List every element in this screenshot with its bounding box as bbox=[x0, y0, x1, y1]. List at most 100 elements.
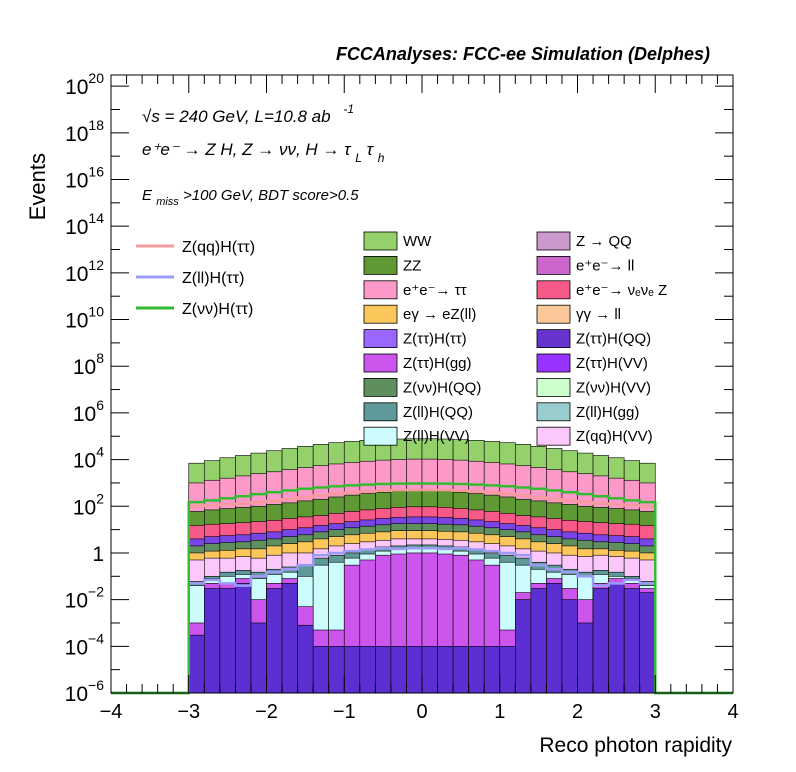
stack-bar bbox=[483, 646, 501, 694]
x-axis-label: Reco photon rapidity bbox=[539, 734, 732, 757]
legend-swatch bbox=[363, 329, 398, 349]
stack-bar bbox=[561, 599, 578, 694]
stack-bar bbox=[235, 583, 252, 694]
y-tick-label: 102 bbox=[73, 490, 104, 519]
legend-swatch bbox=[536, 426, 571, 446]
y-tick-label: 1014 bbox=[65, 210, 104, 239]
stack-bar bbox=[204, 588, 221, 694]
legend-swatch bbox=[363, 280, 398, 300]
y-tick-label: 1018 bbox=[65, 117, 104, 146]
stack-bar bbox=[359, 646, 376, 694]
axis-ticks bbox=[110, 75, 734, 694]
tau-sub-2: h bbox=[378, 151, 385, 165]
legend-label: γγ → ll bbox=[576, 306, 621, 323]
legend-swatch bbox=[363, 426, 398, 446]
stack-bar bbox=[592, 588, 609, 694]
legend-label: e⁺e⁻→ ll bbox=[576, 257, 634, 274]
legend-swatch bbox=[536, 280, 571, 300]
annotation-block: √s = 240 GeV, L=10.8 ab -1 e⁺e⁻ → Z H, Z… bbox=[142, 102, 385, 209]
stack-bar bbox=[219, 588, 236, 694]
annotation-line-1: √s = 240 GeV, L=10.8 ab -1 bbox=[142, 102, 354, 126]
stack-bar bbox=[312, 646, 329, 694]
stack-bar bbox=[577, 622, 594, 694]
legend-label: Z(ττ)H(ττ) bbox=[403, 331, 467, 348]
x-tick-label: 4 bbox=[727, 701, 738, 723]
legend-swatch bbox=[536, 231, 571, 251]
stack-bar bbox=[437, 646, 454, 694]
legend-swatch bbox=[363, 402, 398, 422]
stack-bar bbox=[343, 646, 361, 694]
y-tick-label: 1020 bbox=[65, 70, 104, 99]
tau-2: τ bbox=[367, 140, 375, 159]
stack-bar bbox=[468, 646, 485, 694]
stack-bar bbox=[328, 646, 345, 694]
legend-swatch bbox=[536, 255, 571, 275]
y-tick-label: 1012 bbox=[65, 257, 104, 286]
stack-bar bbox=[390, 646, 407, 694]
legend-label: e⁺e⁻→ ττ bbox=[403, 282, 467, 299]
legend-swatch bbox=[363, 304, 398, 324]
legend-label: e⁺e⁻→ νₑνₑ Z bbox=[576, 282, 667, 299]
legend-label: Z(ll)H(gg) bbox=[576, 404, 639, 421]
legend-label: Z(ll)H(ττ) bbox=[182, 270, 244, 287]
y-tick-label: 10−2 bbox=[65, 584, 105, 613]
signal-line bbox=[111, 482, 733, 695]
x-tick-label: 1 bbox=[494, 701, 505, 723]
legend-signals: Z(qq)H(ττ) Z(ll)H(ττ) Z(νν)H(ττ) bbox=[136, 239, 255, 318]
stack-bar bbox=[188, 634, 205, 694]
signal-lines bbox=[111, 482, 733, 695]
annotation-line-3: E miss >100 GeV, BDT score>0.5 bbox=[142, 187, 359, 209]
legend-label: Z(ττ)H(VV) bbox=[576, 355, 648, 372]
x-tick-label: −4 bbox=[100, 701, 123, 723]
legend-swatch bbox=[363, 255, 398, 275]
legend-label: Z(ll)H(VV) bbox=[403, 428, 470, 445]
legend-swatch bbox=[363, 377, 398, 397]
stack-bar bbox=[266, 588, 283, 694]
legend-label: Z(ll)H(QQ) bbox=[403, 404, 473, 421]
stack-bar bbox=[608, 583, 625, 694]
stack-bar bbox=[623, 588, 641, 694]
stack-bar bbox=[250, 622, 267, 694]
legend-swatch bbox=[536, 329, 571, 349]
x-tick-label: 0 bbox=[416, 701, 427, 723]
y-tick-label: 1010 bbox=[65, 304, 104, 333]
legend-label: Z(νν)H(QQ) bbox=[403, 379, 481, 396]
y-tick-labels: 10−6 10−4 10−2 1 102 104 106 108 1010 1012 1014 101… bbox=[65, 70, 105, 706]
x-tick-label: −3 bbox=[177, 701, 200, 723]
stack-bar bbox=[546, 583, 563, 694]
stack-bar bbox=[452, 646, 469, 694]
legend-swatch bbox=[536, 377, 571, 397]
legend-label: WW bbox=[403, 233, 432, 250]
chart-title: FCCAnalyses: FCC-ee Simulation (Delphes) bbox=[336, 44, 710, 64]
y-tick-label: 108 bbox=[73, 350, 104, 379]
x-tick-labels: −4 −3 −2 −1 0 1 2 3 4 bbox=[100, 701, 739, 723]
stack-bar bbox=[514, 599, 532, 694]
y-tick-label: 104 bbox=[73, 444, 104, 473]
legend-label: Z(ττ)H(QQ) bbox=[576, 331, 651, 348]
legend-backgrounds: WW Z → QQ ZZ e⁺e⁻→ ll e⁺e⁻→ ττ e⁺e⁻→ νₑνₑ Z eγ… bbox=[363, 231, 667, 446]
annotation-line-2: e⁺e⁻ → Z H, Z → νν, H → τ L τ h bbox=[142, 140, 385, 166]
legend-label: Z(ττ)H(gg) bbox=[403, 355, 472, 372]
legend-swatch bbox=[363, 353, 398, 373]
y-tick-label: 10−6 bbox=[65, 677, 105, 706]
process-text: e⁺e⁻ → Z H, Z → νν, H → τ bbox=[142, 140, 352, 159]
signal-line bbox=[111, 546, 733, 695]
y-tick-label: 1 bbox=[92, 543, 104, 566]
lumi-exponent: -1 bbox=[343, 102, 354, 116]
legend-label: ZZ bbox=[403, 257, 421, 274]
legend-swatch bbox=[363, 231, 398, 251]
stack-bar bbox=[375, 646, 392, 694]
legend-label: Z(νν)H(ττ) bbox=[182, 301, 253, 318]
x-tick-label: −2 bbox=[255, 701, 278, 723]
signal-line bbox=[111, 488, 733, 695]
tau-sub-1: L bbox=[355, 151, 362, 165]
energy-lumi-text: √s = 240 GeV, L=10.8 ab bbox=[142, 107, 331, 126]
stacked-histogram bbox=[188, 438, 656, 694]
cut-text: >100 GeV, BDT score>0.5 bbox=[183, 187, 359, 204]
stack-bar bbox=[639, 592, 656, 694]
y-tick-label: 10−4 bbox=[65, 630, 105, 659]
y-tick-label: 1016 bbox=[65, 164, 104, 193]
stack-bar bbox=[530, 588, 547, 694]
stack-bar bbox=[421, 646, 438, 694]
